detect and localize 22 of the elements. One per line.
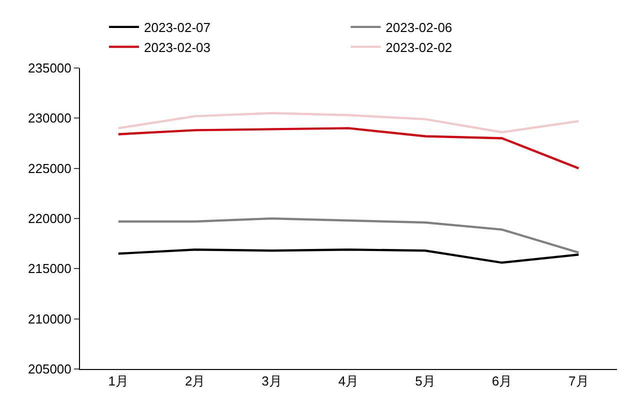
legend-label: 2023-02-03 bbox=[144, 40, 210, 55]
y-tick-label: 225000 bbox=[28, 160, 72, 176]
line-series bbox=[117, 112, 580, 134]
line-series bbox=[117, 127, 580, 170]
y-tick-label: 235000 bbox=[28, 60, 72, 76]
y-tick-label: 210000 bbox=[28, 311, 72, 326]
x-tick-label: 2月 bbox=[184, 374, 206, 389]
y-tick-label: 215000 bbox=[28, 261, 72, 276]
legend-label: 2023-02-07 bbox=[144, 20, 210, 35]
line-series bbox=[117, 248, 580, 264]
y-tick-label: 220000 bbox=[28, 211, 72, 226]
x-tick-label: 7月 bbox=[568, 374, 589, 389]
x-tick-label: 3月 bbox=[262, 374, 282, 389]
legend-label: 2023-02-06 bbox=[386, 20, 452, 35]
x-tick-label: 5月 bbox=[415, 374, 436, 389]
x-tick-label: 6月 bbox=[492, 374, 512, 389]
y-tick-label: 205000 bbox=[28, 362, 72, 377]
legend-label: 2023-02-02 bbox=[386, 40, 452, 55]
line-series bbox=[117, 217, 580, 254]
x-tick-label: 4月 bbox=[338, 374, 359, 389]
x-tick-label: 1月 bbox=[108, 374, 128, 389]
y-tick-label: 230000 bbox=[28, 110, 72, 126]
